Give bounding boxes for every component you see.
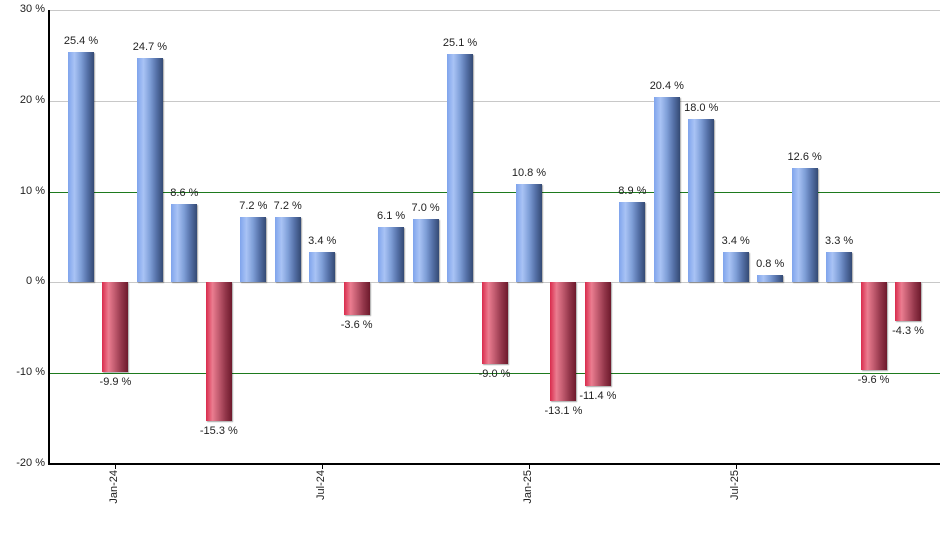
y-tick-label: 20 % [19,93,45,106]
bar-positive [757,275,784,283]
bar-negative [343,282,370,316]
y-tick-label: 0 % [26,275,45,288]
bar-positive [447,54,474,283]
bar-negative [102,282,129,373]
bar-negative [895,282,922,322]
bar-positive [826,252,853,283]
x-axis [48,463,940,465]
value-label: 25.1 % [442,37,478,50]
bar-positive [274,217,301,283]
bar-positive [171,204,198,283]
x-tick-label: Jul-24 [315,470,328,500]
value-label: 7.0 % [411,201,440,214]
x-tick-label: Jan-24 [108,470,121,504]
value-label: 8.9 % [618,184,647,197]
bar-negative [205,282,232,422]
bar-negative [860,282,887,370]
x-tick-mark [322,464,323,469]
value-label: 7.2 % [239,200,268,213]
reference-line [49,192,940,193]
value-label: 24.7 % [132,41,168,54]
x-tick-mark [736,464,737,469]
value-label: 18.0 % [684,101,719,114]
y-tick-label: -10 % [16,366,45,379]
bar-positive [412,218,439,283]
value-label: 25.4 % [63,34,99,47]
value-label: -9.9 % [99,376,132,389]
value-label: -11.4 % [579,389,617,402]
value-label: -15.3 % [199,425,238,438]
y-tick-label: -20 % [16,457,45,469]
value-label: 3.4 % [721,234,750,247]
bar-positive [722,251,749,283]
gridline [49,10,940,11]
bar-positive [619,201,646,283]
bar-negative [481,282,508,365]
value-label: -9.0 % [478,368,511,381]
value-label: 0.8 % [756,258,785,271]
value-label: 6.1 % [377,210,406,222]
bar-positive [240,217,267,283]
bar-positive [791,167,818,283]
y-tick-label: 10 % [19,184,45,197]
bar-positive [68,51,94,283]
value-label: -13.1 % [544,405,583,418]
y-tick-label: 30 % [19,3,45,15]
value-label: 10.8 % [511,167,547,180]
bar-positive [378,227,405,283]
value-label: 3.3 % [825,235,854,248]
x-tick-label: Jul-25 [728,470,741,500]
bar-positive [688,118,715,283]
value-label: 12.6 % [787,150,822,163]
x-tick-label: Jan-25 [521,470,534,504]
x-tick-mark [115,464,116,469]
gridline [49,101,940,102]
bar-negative [584,282,611,386]
y-axis [48,10,50,465]
bar-positive [653,97,680,283]
value-label: 20.4 % [649,80,684,93]
value-label: -3.6 % [340,319,373,332]
x-tick-mark [529,464,530,469]
bar-positive [309,251,336,283]
bar-positive [515,184,542,283]
value-label: 8.6 % [170,187,199,200]
value-label: 7.2 % [273,200,302,213]
bar-negative [550,282,577,402]
bar-positive [136,58,163,283]
value-label: 3.4 % [308,234,337,247]
value-label: -4.3 % [892,325,924,338]
reference-line [49,373,940,374]
value-label: -9.6 % [857,373,890,386]
